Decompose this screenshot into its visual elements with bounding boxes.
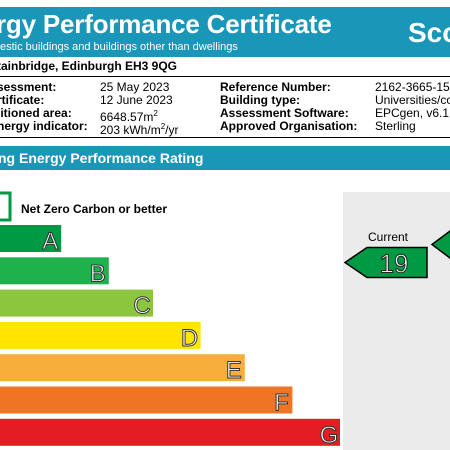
- net-zero-carbon-label: Net Zero Carbon or better: [21, 202, 168, 216]
- certificate-subtitle: estic buildings and buildings other than…: [0, 41, 238, 53]
- rating-band-letter-a: A: [42, 228, 58, 255]
- current-rating-label: Current: [368, 230, 409, 244]
- certificate-title: rgy Performance Certificate: [0, 9, 332, 39]
- rating-band-e: [0, 354, 245, 382]
- conditioned-area-value: 6648.57m2: [100, 109, 158, 124]
- current-rating-value: 19: [380, 249, 409, 279]
- divider: [0, 137, 450, 138]
- date-of-assessment-label: sessment:: [0, 80, 57, 94]
- building-type-value: Universities/co: [375, 93, 450, 107]
- rating-section-title: ng Energy Performance Rating: [0, 150, 204, 166]
- energy-indicator-label: nergy indicator:: [0, 119, 88, 133]
- rating-band-g: [0, 418, 340, 446]
- property-address: tainbridge, Edinburgh EH3 9QG: [0, 59, 178, 73]
- rating-band-letter-e: E: [226, 357, 242, 384]
- current-rating-arrow: [343, 246, 428, 279]
- rating-band-letter-g: G: [320, 422, 339, 449]
- info-labels-left: sessment: rtificate: litioned area: nerg…: [0, 81, 88, 133]
- reference-number-label: Reference Number:: [220, 80, 331, 94]
- divider: [0, 76, 450, 77]
- rating-section-header: ng Energy Performance Rating: [0, 146, 450, 170]
- approved-organisation-label: Approved Organisation:: [220, 119, 358, 133]
- brand-text: Sco: [408, 17, 450, 48]
- rating-band-letter-b: B: [90, 260, 106, 287]
- assessment-software-label: Assessment Software:: [220, 106, 349, 120]
- potential-rating-arrow: [430, 230, 450, 259]
- date-of-certificate-value: 12 June 2023: [100, 93, 173, 107]
- rating-band-letter-d: D: [181, 325, 198, 352]
- conditioned-area-label: litioned area:: [0, 106, 72, 120]
- rating-band-letter-f: F: [274, 390, 289, 417]
- current-rating-panel: [343, 192, 450, 450]
- approved-organisation-value: Sterling: [375, 119, 416, 133]
- date-of-certificate-label: rtificate:: [0, 93, 45, 107]
- assessment-software-value: EPCgen, v6.1.: [375, 106, 450, 120]
- reference-number-value: 2162-3665-157: [375, 80, 450, 94]
- certificate-header: rgy Performance Certificate estic buildi…: [0, 7, 450, 57]
- net-zero-carbon-box: [0, 191, 12, 222]
- info-values-left: 25 May 2023 12 June 2023 6648.57m2 203 k…: [100, 80, 179, 137]
- date-of-assessment-value: 25 May 2023: [100, 80, 170, 94]
- building-type-label: Building type:: [220, 93, 300, 107]
- rating-band-b: [0, 257, 109, 285]
- rating-band-c: [0, 289, 153, 317]
- rating-band-letter-c: C: [133, 293, 150, 320]
- info-labels-right: Reference Number: Building type: Assessm…: [220, 81, 357, 133]
- rating-band-d: [0, 321, 201, 349]
- rating-band-a: [0, 225, 62, 252]
- info-values-right: 2162-3665-157 Universities/co EPCgen, v6…: [375, 81, 450, 133]
- energy-indicator-value: 203 kWh/m2/yr: [100, 122, 179, 137]
- rating-band-f: [0, 386, 293, 414]
